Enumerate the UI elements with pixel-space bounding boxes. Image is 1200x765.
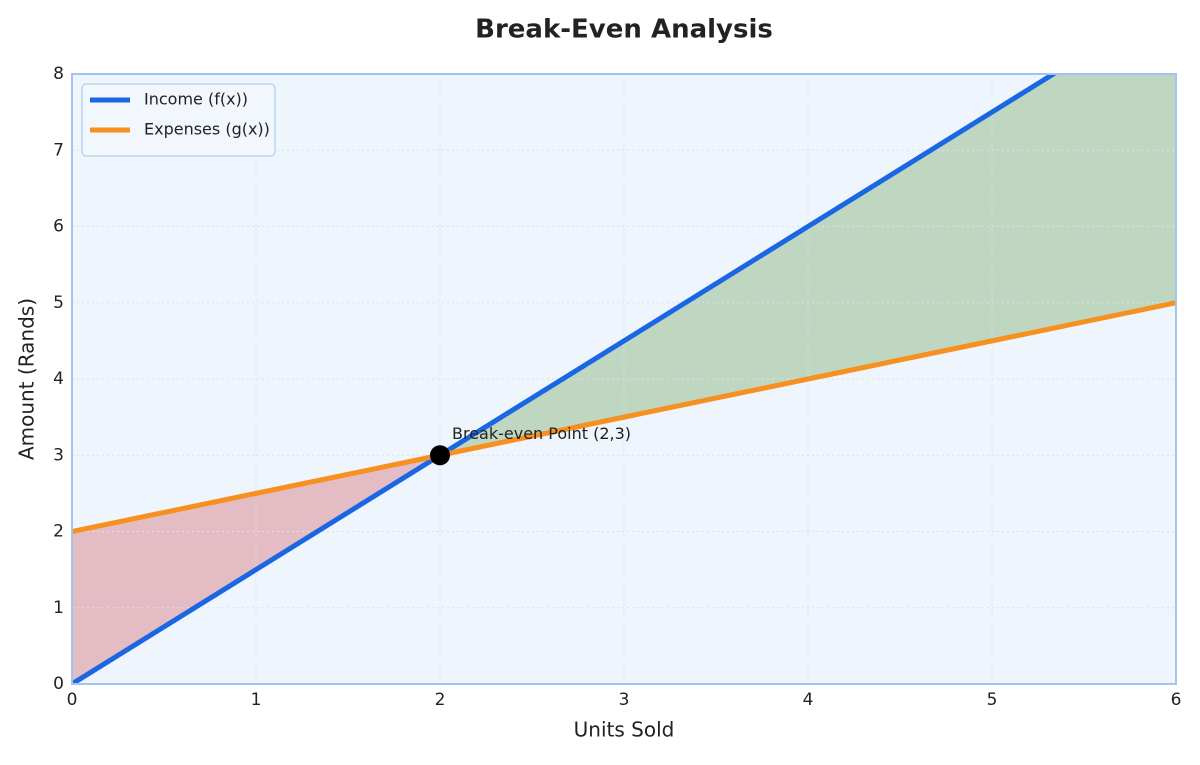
y-axis-label: Amount (Rands) — [15, 298, 39, 460]
y-tick-label: 2 — [53, 522, 64, 542]
y-tick-label: 3 — [53, 445, 64, 465]
legend-box — [81, 83, 276, 157]
y-tick-label: 0 — [53, 674, 64, 694]
legend-label: Expenses (g(x)) — [144, 120, 270, 139]
x-axis-label: Units Sold — [574, 718, 675, 742]
profit-area — [624, 226, 808, 418]
y-tick-label: 5 — [53, 293, 64, 313]
y-tick-label: 1 — [53, 598, 64, 618]
x-tick-label: 0 — [67, 690, 78, 710]
x-tick-label: 6 — [1171, 690, 1182, 710]
plot-frame — [71, 73, 1177, 685]
y-tick-label: 8 — [53, 64, 64, 84]
profit-area — [992, 74, 1176, 341]
x-tick-label: 4 — [803, 690, 814, 710]
series-line — [72, 300, 1176, 534]
annotation: Break-even Point (2,3) — [452, 424, 631, 443]
y-tick-label: 6 — [53, 217, 64, 237]
x-tick-label: 5 — [987, 690, 998, 710]
x-tick-label: 3 — [619, 690, 630, 710]
y-tick-label: 4 — [53, 369, 64, 389]
y-tick-label: 7 — [53, 140, 64, 160]
chart-title: Break-Even Analysis — [475, 15, 773, 45]
series-line — [72, 74, 1059, 684]
break-even-point — [430, 445, 450, 466]
loss-area — [72, 493, 256, 684]
x-tick-label: 1 — [251, 690, 262, 710]
profit-area — [808, 112, 992, 379]
legend-label: Income (f(x)) — [144, 90, 248, 109]
x-tick-label: 2 — [435, 690, 446, 710]
